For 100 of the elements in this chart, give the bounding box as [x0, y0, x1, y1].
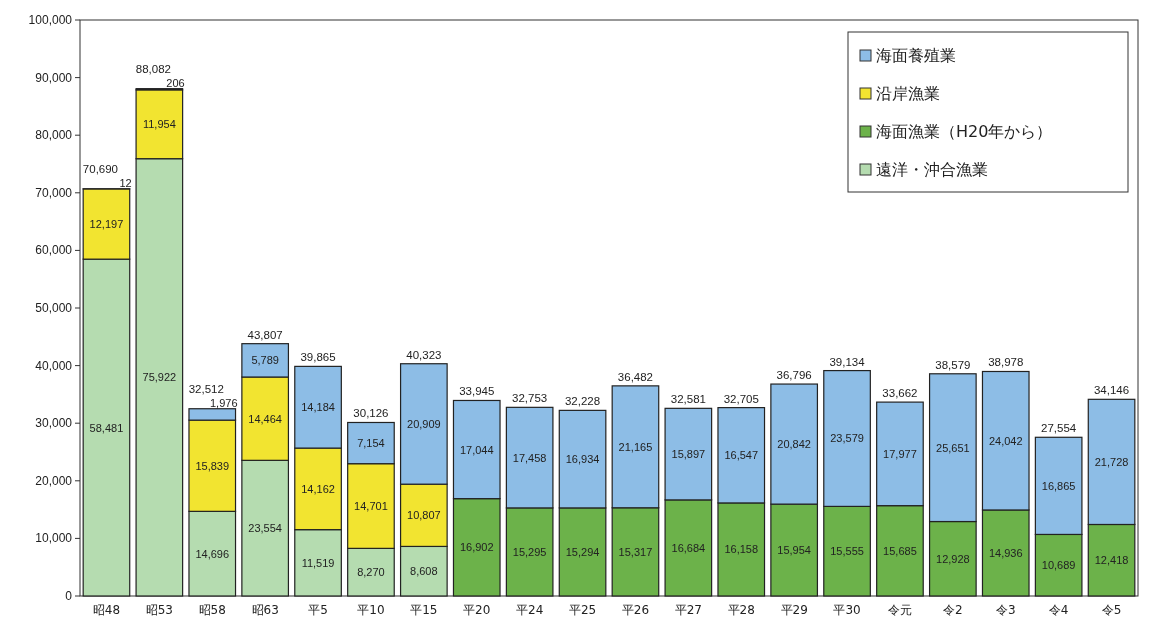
- total-label: 33,945: [459, 385, 495, 398]
- x-tick-label: 昭53: [145, 603, 173, 617]
- data-label: 24,042: [988, 434, 1023, 447]
- x-tick-label: 平28: [727, 603, 755, 617]
- y-tick-label: 30,000: [35, 416, 73, 431]
- legend-label: 海面漁業（H20年から）: [876, 122, 1053, 141]
- y-tick-label: 0: [65, 589, 73, 603]
- x-tick-label: 昭48: [92, 603, 121, 617]
- x-tick-label: 昭58: [198, 603, 226, 617]
- data-label: 8,270: [357, 566, 385, 579]
- total-label: 32,753: [512, 392, 548, 405]
- y-tick-label: 40,000: [35, 358, 73, 373]
- data-label: 15,954: [777, 544, 811, 557]
- data-label: 1,976: [209, 396, 238, 409]
- y-tick-label: 20,000: [35, 473, 73, 488]
- data-label: 12,418: [1094, 554, 1129, 567]
- x-tick-label: 平29: [780, 603, 808, 617]
- data-label: 14,701: [354, 500, 388, 513]
- x-tick-label: 平26: [621, 603, 650, 617]
- total-label: 40,323: [406, 348, 442, 361]
- data-label: 8,608: [410, 565, 438, 578]
- data-label: 16,902: [459, 541, 494, 554]
- x-tick-label: 令2: [943, 603, 963, 617]
- total-label: 38,579: [935, 358, 971, 371]
- x-tick-label: 令元: [887, 603, 912, 617]
- total-label: 36,482: [617, 370, 654, 383]
- data-label: 17,458: [512, 451, 547, 464]
- data-label: 206: [166, 76, 185, 89]
- data-label: 17,977: [883, 447, 917, 460]
- total-label: 32,228: [564, 395, 601, 408]
- data-label: 14,696: [195, 547, 230, 560]
- total-label: 34,146: [1093, 384, 1130, 397]
- x-tick-label: 昭63: [251, 603, 279, 617]
- data-label: 16,684: [671, 541, 706, 554]
- data-label: 23,554: [248, 522, 282, 535]
- data-label: 14,936: [988, 546, 1023, 559]
- y-tick-label: 50,000: [35, 301, 73, 315]
- data-label: 25,651: [936, 441, 970, 454]
- data-label: 15,897: [671, 448, 706, 461]
- data-label: 16,158: [724, 543, 759, 556]
- total-label: 32,705: [723, 392, 759, 405]
- data-label: 14,184: [301, 401, 335, 414]
- total-label: 32,512: [188, 382, 224, 395]
- y-tick-label: 70,000: [35, 185, 73, 200]
- data-label: 10,807: [407, 509, 441, 522]
- y-tick-label: 10,000: [35, 531, 73, 546]
- data-label: 12,197: [89, 218, 124, 231]
- legend-label: 遠洋・沖合漁業: [876, 160, 988, 179]
- x-tick-label: 令3: [995, 603, 1016, 617]
- data-label: 7,154: [357, 437, 385, 450]
- legend-label: 沿岸漁業: [876, 84, 940, 103]
- data-label: 15,685: [883, 544, 917, 557]
- data-label: 15,317: [618, 545, 653, 558]
- x-tick-label: 平30: [833, 603, 861, 617]
- legend-label: 海面養殖業: [876, 46, 956, 65]
- total-label: 38,978: [988, 356, 1024, 369]
- y-tick-label: 60,000: [35, 243, 73, 258]
- x-tick-label: 平25: [568, 603, 597, 617]
- y-tick-label: 90,000: [35, 70, 73, 85]
- x-tick-label: 平20: [463, 603, 491, 617]
- total-label: 33,662: [882, 387, 918, 400]
- data-label: 21,728: [1094, 455, 1129, 468]
- data-label: 11,954: [142, 118, 176, 131]
- x-tick-label: 平27: [674, 603, 702, 617]
- x-tick-label: 令5: [1101, 603, 1122, 617]
- data-label: 12,928: [936, 552, 970, 565]
- total-label: 88,082: [135, 62, 171, 75]
- y-tick-label: 100,000: [28, 13, 73, 27]
- data-label: 5,789: [251, 354, 279, 367]
- data-label: 15,555: [830, 545, 864, 558]
- y-tick-label: 80,000: [35, 128, 73, 143]
- x-tick-label: 平24: [516, 603, 544, 617]
- data-label: 12: [119, 176, 132, 189]
- data-label: 16,865: [1041, 479, 1076, 492]
- data-label: 15,294: [565, 545, 600, 558]
- data-label: 14,464: [248, 412, 282, 425]
- total-label: 39,134: [829, 355, 866, 368]
- data-label: 16,934: [565, 453, 600, 466]
- x-tick-label: 令4: [1048, 603, 1069, 617]
- data-label: 58,481: [89, 421, 124, 434]
- data-label: 20,842: [777, 438, 811, 451]
- data-label: 21,165: [618, 440, 653, 453]
- data-label: 20,909: [407, 417, 441, 430]
- data-label: 23,579: [830, 432, 864, 445]
- x-tick-label: 平15: [410, 603, 438, 617]
- total-label: 43,807: [247, 328, 283, 341]
- total-label: 70,690: [82, 162, 119, 175]
- x-tick-label: 平5: [308, 603, 328, 617]
- data-label: 16,547: [724, 449, 759, 462]
- data-label: 11,519: [301, 556, 335, 569]
- data-label: 10,689: [1041, 559, 1076, 572]
- data-label: 75,922: [142, 371, 177, 384]
- data-label: 15,839: [195, 459, 230, 472]
- total-label: 30,126: [353, 407, 389, 420]
- x-tick-label: 平10: [357, 603, 385, 617]
- total-label: 39,865: [300, 351, 336, 364]
- total-label: 32,581: [670, 393, 706, 406]
- data-label: 17,044: [459, 443, 494, 456]
- total-label: 27,554: [1041, 422, 1077, 435]
- data-label: 15,295: [512, 545, 547, 558]
